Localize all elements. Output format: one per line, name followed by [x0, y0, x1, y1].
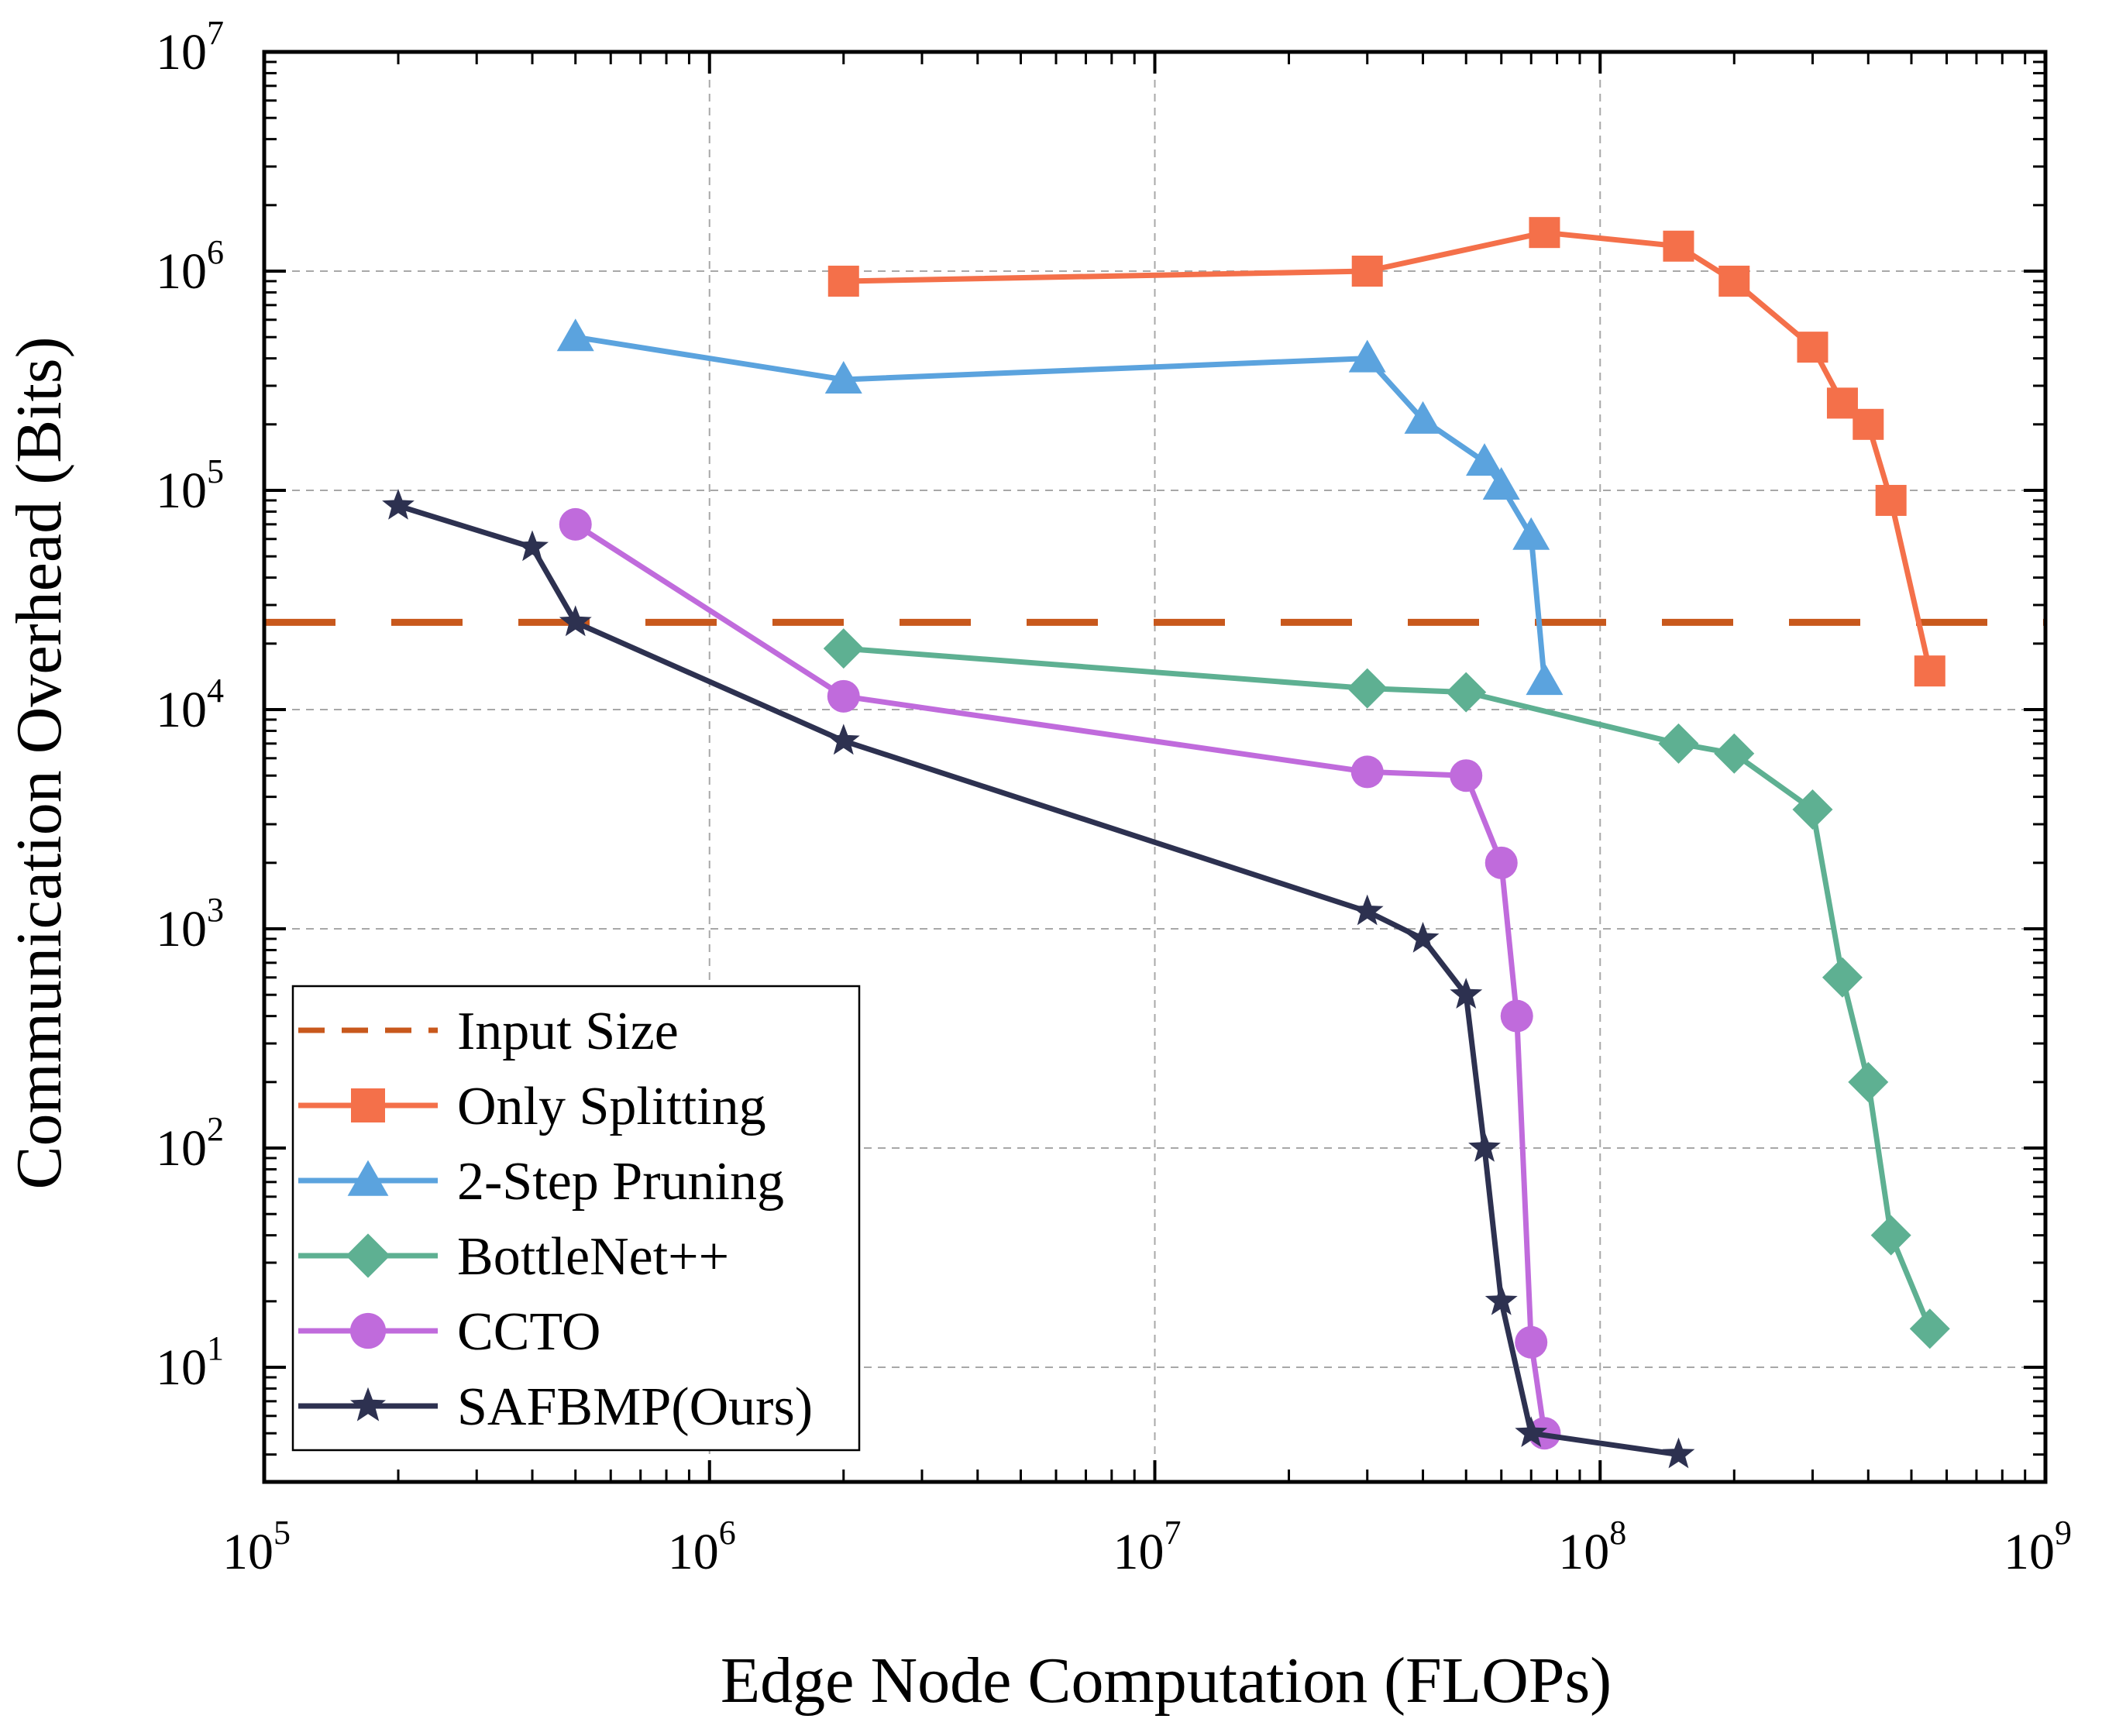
series-bottlenet	[823, 628, 1950, 1349]
legend-entry-ccto: CCTO	[298, 1302, 600, 1362]
legend-label-2-step-pruning: 2-Step Pruning	[457, 1152, 784, 1212]
data-point-2-step-pruning	[1512, 517, 1550, 550]
data-point-bottlenet	[1822, 957, 1863, 998]
data-point-bottlenet	[1714, 733, 1755, 774]
data-point-bottlenet	[1658, 723, 1699, 764]
data-point-only-splitting	[1718, 265, 1750, 297]
series-only-splitting	[827, 217, 1945, 687]
data-point-bottlenet	[1870, 1215, 1911, 1256]
data-point-ccto	[1350, 755, 1384, 789]
data-point-2-step-pruning	[1466, 443, 1504, 476]
series-ccto	[559, 507, 1561, 1450]
y-tick-label: 101	[156, 1329, 224, 1396]
series-line-ccto	[573, 521, 1547, 1434]
data-point-only-splitting	[1914, 655, 1945, 687]
data-point-ccto	[827, 679, 860, 713]
x-tick-label: 108	[1558, 1514, 1626, 1580]
legend-entry-bottlenet: BottleNet++	[298, 1227, 729, 1287]
x-tick-label: 106	[668, 1514, 736, 1580]
legend-entry-safbmp-ours: SAFBMP(Ours)	[298, 1377, 813, 1437]
y-tick-label: 107	[156, 14, 224, 81]
data-point-2-step-pruning	[556, 318, 594, 352]
series-2-step-pruning	[556, 318, 1564, 696]
y-tick-label: 106	[156, 233, 224, 300]
data-point-2-step-pruning	[824, 361, 862, 394]
legend-entry-2-step-pruning: 2-Step Pruning	[298, 1152, 784, 1212]
x-tick-label: 107	[1113, 1514, 1182, 1580]
y-axis-title: Communication Overhead (Bits)	[3, 336, 75, 1189]
data-point-ccto	[559, 507, 592, 541]
legend-label-bottlenet: BottleNet++	[457, 1227, 729, 1287]
y-tick-label: 105	[156, 452, 224, 519]
data-point-only-splitting	[1853, 408, 1884, 440]
data-point-2-step-pruning	[1482, 467, 1520, 500]
legend-entry-only-splitting: Only Splitting	[298, 1077, 766, 1136]
data-point-safbmp-ours	[827, 724, 860, 755]
data-point-safbmp-ours	[1662, 1437, 1695, 1469]
legend-marker-ccto	[349, 1312, 387, 1349]
data-point-bottlenet	[823, 628, 864, 669]
data-point-safbmp-ours	[382, 489, 415, 520]
legend-box	[291, 985, 861, 1452]
x-tick-label: 105	[222, 1514, 291, 1580]
data-point-only-splitting	[1797, 332, 1828, 363]
legend-marker-safbmp-ours	[350, 1387, 386, 1421]
legend-marker-2-step-pruning	[347, 1160, 389, 1196]
series-safbmp-ours	[382, 489, 1695, 1469]
data-point-2-step-pruning	[1348, 339, 1386, 373]
legend: Input Size Only Splitting 2-Step Pruning Bo…	[291, 985, 861, 1452]
data-point-safbmp-ours	[1406, 922, 1440, 953]
minor-ticks	[264, 52, 2045, 1482]
data-point-safbmp-ours	[1468, 1131, 1501, 1162]
data-point-only-splitting	[1875, 484, 1907, 516]
data-point-safbmp-ours	[1484, 1284, 1518, 1315]
series-layer	[382, 217, 1950, 1469]
y-tick-label: 104	[156, 672, 224, 738]
data-point-safbmp-ours	[559, 605, 592, 637]
data-point-2-step-pruning	[1404, 400, 1442, 434]
data-point-safbmp-ours	[1350, 894, 1384, 926]
legend-label-ccto: CCTO	[457, 1302, 600, 1362]
y-tick-label: 103	[156, 891, 224, 957]
y-tick-labels: 101 102 103 104 105 106 107	[156, 14, 224, 1396]
series-line-only-splitting	[843, 229, 1933, 672]
data-point-safbmp-ours	[1450, 978, 1483, 1009]
data-point-safbmp-ours	[1515, 1416, 1548, 1447]
x-tick-label: 109	[2004, 1514, 2072, 1580]
data-point-bottlenet	[1446, 672, 1487, 713]
major-ticks	[263, 50, 2047, 1482]
x-axis-title: Edge Node Computation (FLOPs)	[721, 1645, 1612, 1717]
data-point-safbmp-ours	[516, 530, 549, 562]
data-point-ccto	[1515, 1325, 1548, 1359]
data-point-bottlenet	[1909, 1308, 1950, 1349]
data-point-ccto	[1484, 846, 1518, 879]
legend-marker-bottlenet	[346, 1233, 390, 1278]
data-point-bottlenet	[1347, 668, 1388, 709]
legend-label-safbmp-ours: SAFBMP(Ours)	[457, 1377, 813, 1437]
data-point-ccto	[1500, 999, 1533, 1033]
data-point-only-splitting	[1351, 256, 1383, 287]
legend-label-input-size: Input Size	[457, 1002, 679, 1061]
data-point-only-splitting	[827, 265, 859, 297]
legend-entry-input-size: Input Size	[298, 1002, 679, 1061]
legend-marker-only-splitting	[351, 1088, 385, 1122]
x-tick-labels: 105 106 107 108 109	[222, 1514, 2072, 1580]
series-line-bottlenet	[843, 645, 1933, 1330]
data-point-only-splitting	[1663, 230, 1694, 262]
data-point-2-step-pruning	[1526, 662, 1564, 696]
data-point-bottlenet	[1792, 789, 1833, 830]
legend-label-only-splitting: Only Splitting	[457, 1077, 766, 1136]
data-point-ccto	[1450, 759, 1483, 792]
data-point-bottlenet	[1848, 1061, 1889, 1102]
y-tick-label: 102	[156, 1110, 224, 1177]
data-point-only-splitting	[1529, 217, 1560, 249]
